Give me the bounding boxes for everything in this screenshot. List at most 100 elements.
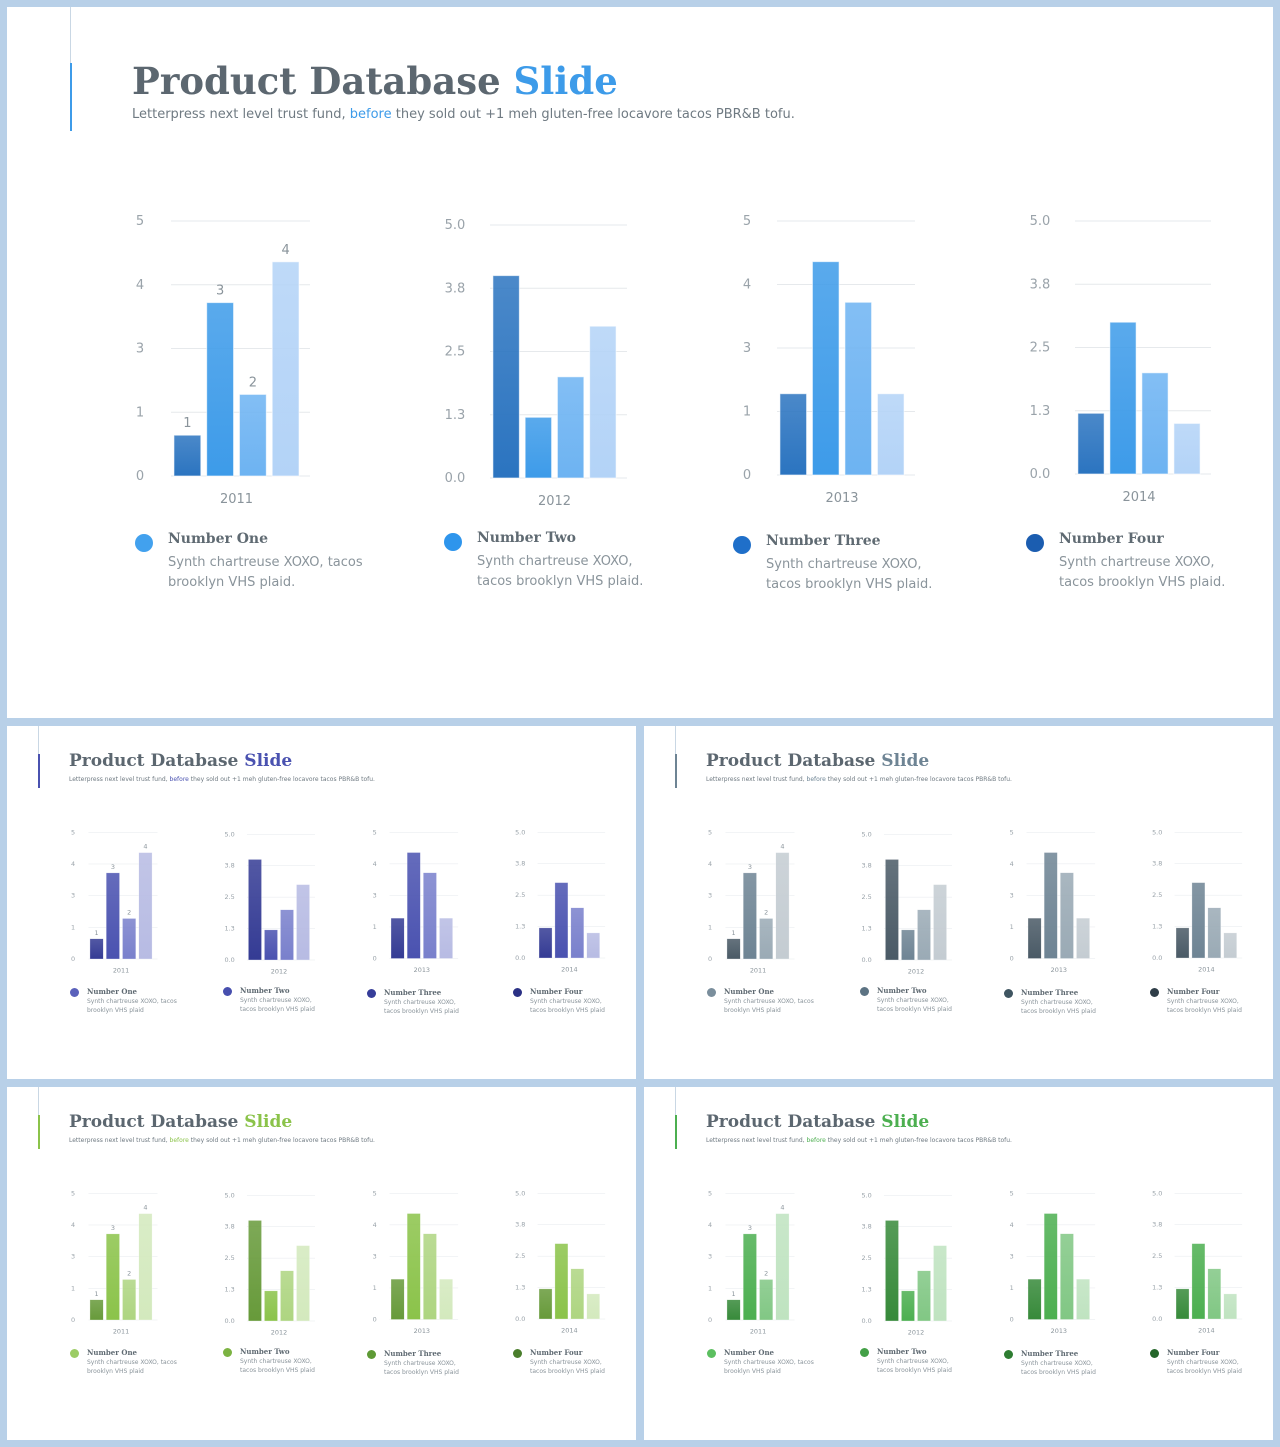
- x-axis-label: 2014: [561, 1326, 577, 1334]
- y-tick-label: 0.0: [445, 471, 466, 486]
- legend-name: Number Three: [766, 533, 881, 549]
- legend-desc-line2: brooklyn VHS plaid: [724, 1368, 781, 1376]
- data-label: 1: [183, 416, 191, 431]
- slide-title: Product Database Slide: [69, 1112, 292, 1132]
- y-tick-label: 1.3: [224, 1286, 234, 1294]
- chart-2011: 0 1 3 4 5 1 3 2 4 2011: [708, 828, 795, 974]
- y-tick-label: 1: [71, 923, 75, 931]
- chart-2014: 0.0 1.3 2.5 3.8 5.0 2014: [515, 828, 606, 973]
- y-tick-label: 5: [743, 214, 751, 229]
- x-axis-label: 2013: [1051, 966, 1067, 974]
- y-tick-label: 0.0: [1152, 954, 1162, 962]
- data-label: 1: [732, 1290, 736, 1298]
- bar-4: [586, 1293, 600, 1320]
- y-tick-label: 4: [136, 278, 144, 293]
- subtitle-post: they sold out +1 meh gluten-free locavor…: [190, 776, 375, 783]
- legend-desc-line1: Synth chartreuse XOXO,: [1167, 1359, 1239, 1366]
- legend-dot-icon: [367, 1350, 376, 1359]
- data-label: 4: [143, 843, 147, 851]
- bar-1: [248, 859, 262, 961]
- y-tick-label: 3.8: [224, 862, 234, 870]
- subtitle-accent: before: [169, 776, 189, 783]
- legend-desc: Synth chartreuse XOXO, tacos brooklyn VH…: [1167, 1358, 1273, 1377]
- y-tick-label: 5.0: [1152, 828, 1162, 836]
- bar-1: [1027, 1278, 1042, 1320]
- legend-desc-line2: brooklyn VHS plaid: [724, 1007, 781, 1015]
- bar-3: [1141, 372, 1169, 475]
- bar-3: [423, 872, 437, 959]
- y-tick-label: 5: [71, 828, 75, 836]
- legend-dot-icon: [860, 987, 869, 996]
- y-tick-label: 5: [1010, 828, 1014, 836]
- data-label: 3: [111, 863, 115, 871]
- chart-2012: 0.0 1.3 2.5 3.8 5.0 2012: [861, 830, 953, 975]
- y-tick-label: 1.3: [515, 1284, 525, 1292]
- y-tick-label: 0: [373, 1315, 377, 1323]
- data-label: 4: [281, 243, 289, 258]
- y-tick-label: 2.5: [515, 1252, 525, 1260]
- bar-3: [423, 1233, 437, 1320]
- bar-2: [105, 1233, 120, 1321]
- bar-3: [1060, 1233, 1074, 1320]
- y-tick-label: 3.8: [515, 1221, 525, 1229]
- y-tick-label: 3: [71, 892, 75, 900]
- legend-desc-line1: Synth chartreuse XOXO,: [530, 1359, 602, 1366]
- bar-2: [1191, 1243, 1206, 1320]
- legend-name: Number Three: [1021, 1349, 1079, 1358]
- legend-dot-icon: [860, 1348, 869, 1357]
- bar-3: [280, 1270, 294, 1322]
- title-accent: Slide: [881, 751, 930, 771]
- bar-1: [390, 917, 405, 959]
- y-tick-label: 3: [1010, 1252, 1014, 1260]
- legend-desc-line1: Synth chartreuse XOXO,: [1021, 1360, 1093, 1367]
- y-tick-label: 0.0: [861, 1317, 871, 1325]
- bar-2: [264, 929, 278, 961]
- y-tick-label: 1.3: [1152, 1284, 1162, 1292]
- chart-2012: 0.0 1.3 2.5 3.8 5.0 2012: [861, 1191, 953, 1336]
- subtitle-accent: before: [349, 107, 392, 122]
- y-tick-label: 4: [373, 860, 377, 868]
- bar-1: [173, 434, 202, 477]
- legend-name: Number Three: [384, 1349, 442, 1358]
- legend-desc-line1: Synth chartreuse XOXO, tacos: [87, 1359, 177, 1366]
- bar-2: [264, 1290, 278, 1322]
- x-axis-label: 2011: [750, 966, 766, 974]
- y-tick-label: 3: [373, 891, 377, 899]
- legend-desc-line2: tacos brooklyn VHS plaid: [1167, 1368, 1242, 1376]
- legend-dot-icon: [1150, 988, 1159, 997]
- bar-1: [1175, 1288, 1190, 1320]
- bar-1: [89, 1299, 104, 1321]
- slide-subtitle: Letterpress next level trust fund, befor…: [69, 776, 375, 783]
- data-label: 4: [143, 1204, 147, 1212]
- bar-3: [280, 909, 294, 961]
- bar-4: [1076, 1278, 1090, 1320]
- y-tick-label: 3.8: [1030, 277, 1051, 292]
- legend-desc-line2: tacos brooklyn VHS plaid: [877, 1367, 952, 1375]
- y-tick-label: 0.0: [1030, 467, 1051, 482]
- y-tick-label: 2.5: [1152, 891, 1162, 899]
- bar-3: [759, 918, 774, 960]
- legend-name: Number Four: [530, 1348, 583, 1357]
- y-tick-label: 5.0: [1030, 214, 1051, 229]
- y-tick-label: 3.8: [1152, 860, 1162, 868]
- bar-4: [138, 852, 153, 960]
- legend-desc-line2: brooklyn VHS plaid.: [168, 575, 296, 591]
- bar-4: [933, 1245, 947, 1322]
- y-tick-label: 1.3: [1152, 923, 1162, 931]
- y-tick-label: 5.0: [224, 830, 234, 838]
- legend-dot-icon: [1150, 1349, 1159, 1358]
- slide-subtitle: Letterpress next level trust fund, befor…: [69, 1137, 375, 1144]
- bar-4: [775, 852, 790, 960]
- chart-2012: 0.0 1.3 2.5 3.8 5.0 2012: [224, 1191, 316, 1336]
- y-tick-label: 3.8: [1152, 1221, 1162, 1229]
- bar-1: [1175, 927, 1190, 959]
- y-tick-label: 0.0: [224, 1317, 234, 1325]
- accent-bar: [38, 754, 40, 788]
- data-label: 2: [249, 375, 257, 390]
- bar-2: [811, 261, 840, 476]
- legend-desc: Synth chartreuse XOXO, tacos brooklyn VH…: [1167, 997, 1273, 1016]
- y-tick-label: 5.0: [1152, 1189, 1162, 1197]
- legend-desc: Synth chartreuse XOXO, tacos brooklyn VH…: [724, 997, 834, 1016]
- legend-desc-line2: tacos brooklyn VHS plaid: [530, 1368, 605, 1376]
- top-line: [70, 7, 71, 63]
